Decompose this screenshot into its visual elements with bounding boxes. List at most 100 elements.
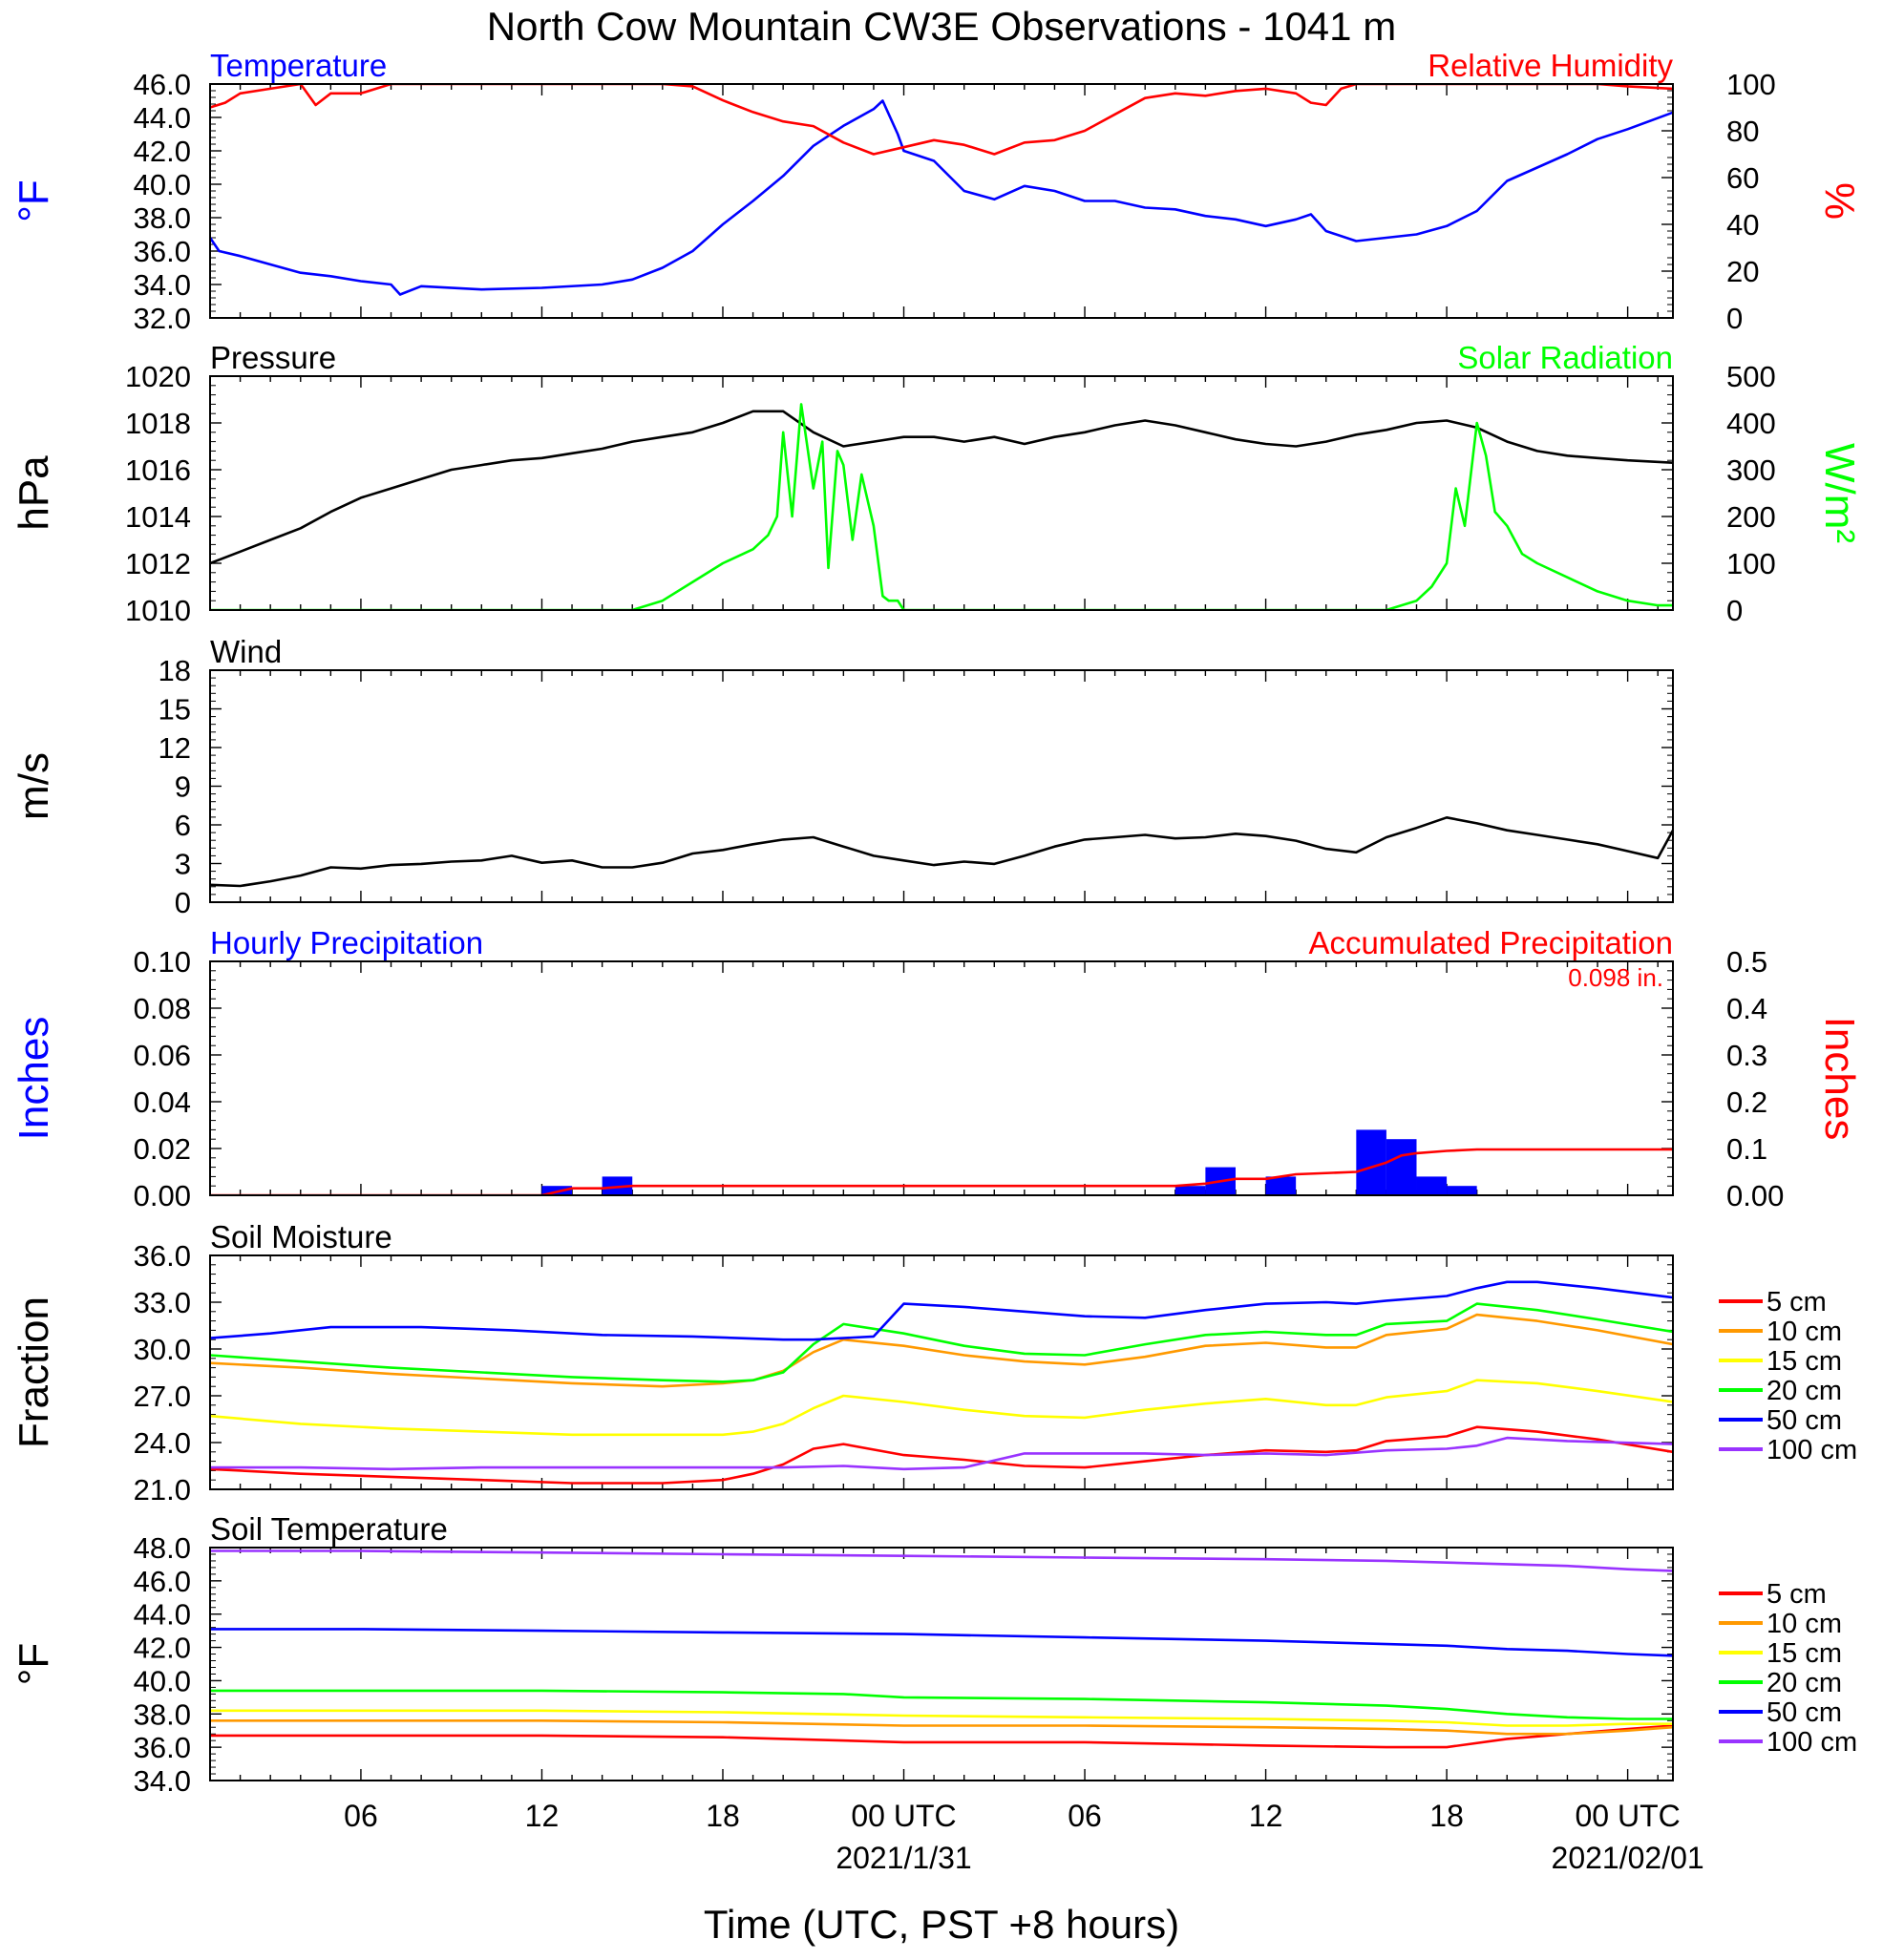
legend-label: 15 cm	[1767, 1638, 1842, 1669]
series-line-5-cm	[210, 1425, 1673, 1485]
y-axis-title-right: %	[1816, 182, 1863, 220]
y-tick-label-right: 100	[1726, 68, 1776, 101]
x-tick-label: 06	[344, 1799, 378, 1833]
y-tick-label-right: 0.3	[1726, 1039, 1767, 1072]
panel-title-right: Solar Radiation	[1457, 340, 1673, 375]
panel-soil_temp: 34.036.038.040.042.044.046.048.0 Soil Tem…	[11, 1511, 1857, 1798]
y-tick-label-right: 20	[1726, 255, 1759, 288]
y-tick-label-right: 500	[1726, 360, 1776, 393]
panel-precip: 0.00 0.02 0.04 0.06 0.08 0.10 0.00 0.1 0.2 0.3 0.4…	[11, 925, 1863, 1212]
series-line-20-cm	[210, 1302, 1673, 1383]
legend-label: 5 cm	[1767, 1579, 1827, 1610]
y-tick-label-left: 1014	[125, 500, 191, 534]
y-tick-label-left: 34.0	[134, 268, 191, 302]
legend-label: 100 cm	[1767, 1435, 1857, 1465]
precip-bar	[1356, 1129, 1386, 1195]
y-tick-label-left: 0	[175, 886, 191, 919]
series-line-relative-humidity	[210, 84, 1673, 156]
y-tick-label-right: 0.5	[1726, 945, 1767, 979]
series-line-pressure	[210, 410, 1673, 565]
panel-frame	[209, 669, 1674, 903]
y-axis-title-left: Inches	[11, 1017, 57, 1141]
legend-label: 10 cm	[1767, 1609, 1842, 1639]
y-axis-title-left: °F	[11, 179, 57, 221]
legend-label: 5 cm	[1767, 1287, 1827, 1317]
y-tick-label-left: 3	[175, 848, 191, 881]
legend-label: 50 cm	[1767, 1697, 1842, 1728]
y-tick-label-right: 80	[1726, 115, 1759, 148]
x-tick-label: 00 UTC	[1575, 1799, 1680, 1833]
legend-label: 20 cm	[1767, 1668, 1842, 1698]
y-tick-label-right: 0.2	[1726, 1085, 1767, 1119]
panel-wind: 0 3 6 9 12 15 18 Wind m/s	[11, 634, 1674, 919]
series-line-accumulated-precipitation	[210, 1148, 1673, 1195]
y-tick-label-left: 0.02	[134, 1132, 191, 1166]
y-tick-label-left: 34.0	[134, 1764, 191, 1798]
y-tick-label-left: 36.0	[134, 235, 191, 268]
precip-bar	[1416, 1176, 1448, 1195]
panel-title-left: Soil Temperature	[210, 1511, 448, 1547]
panel-frame	[209, 375, 1674, 611]
y-tick-label-left: 38.0	[134, 1697, 191, 1731]
series-line-20-cm	[210, 1689, 1673, 1720]
y-tick-label-left: 1010	[125, 594, 191, 627]
legend-label: 50 cm	[1767, 1405, 1842, 1436]
y-tick-label-left: 15	[159, 693, 191, 727]
panel-frame	[209, 1547, 1674, 1781]
y-tick-label-left: 0.08	[134, 992, 191, 1025]
y-tick-label-right: 0	[1726, 302, 1743, 335]
y-tick-label-left: 0.10	[134, 945, 191, 979]
y-tick-label-left: 18	[159, 654, 191, 687]
y-tick-label-left: 9	[175, 770, 191, 804]
y-tick-label-left: 12	[159, 731, 191, 765]
legend-label: 10 cm	[1767, 1317, 1842, 1347]
y-tick-label-left: 36.0	[134, 1731, 191, 1764]
x-tick-label: 12	[525, 1799, 560, 1833]
y-tick-label-left: 38.0	[134, 201, 191, 235]
panel-title-left: Wind	[210, 634, 282, 669]
series-line-15-cm	[210, 1709, 1673, 1727]
y-tick-label-left: 40.0	[134, 1664, 191, 1697]
series-line-100-cm	[210, 1549, 1673, 1572]
y-tick-label-left: 48.0	[134, 1531, 191, 1565]
y-tick-label-right: 60	[1726, 161, 1759, 195]
panel-title-left: Pressure	[210, 340, 336, 375]
precip-bar	[1174, 1186, 1206, 1195]
y-tick-label-right: 0.00	[1726, 1179, 1784, 1212]
y-tick-label-left: 0.06	[134, 1039, 191, 1072]
series-line-100-cm	[210, 1436, 1673, 1471]
x-tick-label: 06	[1068, 1799, 1102, 1833]
series-line-50-cm	[210, 1280, 1673, 1341]
panel-press_solar: 1010 1012 1014 1016 1018 1020 0 100 200 300 400 500…	[11, 340, 1863, 627]
y-tick-label-right: 0	[1726, 594, 1743, 627]
y-tick-label-left: 0.00	[134, 1179, 191, 1212]
y-tick-label-left: 6	[175, 809, 191, 842]
y-tick-label-left: 36.0	[134, 1239, 191, 1273]
panel-temp_rh: 32.034.036.038.040.042.044.046.0 0 20 40 60 8…	[11, 48, 1863, 335]
legend-label: 100 cm	[1767, 1727, 1857, 1758]
series-line-temperature	[210, 99, 1673, 296]
date-label: 2021/02/01	[1552, 1841, 1704, 1875]
y-tick-label-left: 44.0	[134, 1598, 191, 1632]
x-tick-label: 00 UTC	[851, 1799, 956, 1833]
y-tick-label-right: 400	[1726, 407, 1776, 440]
date-label: 2021/1/31	[836, 1841, 971, 1875]
y-axis-title-left: °F	[11, 1643, 57, 1685]
figure-title: North Cow Mountain CW3E Observations - 1…	[487, 4, 1396, 49]
panel-title-left: Hourly Precipitation	[210, 925, 483, 960]
x-tick-label: 12	[1249, 1799, 1283, 1833]
x-axis-title: Time (UTC, PST +8 hours)	[704, 1902, 1179, 1947]
series-line-10-cm	[210, 1719, 1673, 1736]
y-tick-label-left: 30.0	[134, 1333, 191, 1366]
y-tick-label-left: 33.0	[134, 1286, 191, 1319]
panel-title-left: Soil Moisture	[210, 1219, 392, 1254]
precip-total-label: 0.098 in.	[1568, 963, 1663, 992]
y-tick-label-left: 1018	[125, 407, 191, 440]
x-tick-label: 18	[706, 1799, 740, 1833]
panel-frame	[209, 83, 1674, 319]
panel-title-right: Relative Humidity	[1428, 48, 1673, 83]
precip-bar	[1265, 1176, 1297, 1195]
panel-title-right: Accumulated Precipitation	[1308, 925, 1673, 960]
y-tick-label-left: 40.0	[134, 168, 191, 201]
